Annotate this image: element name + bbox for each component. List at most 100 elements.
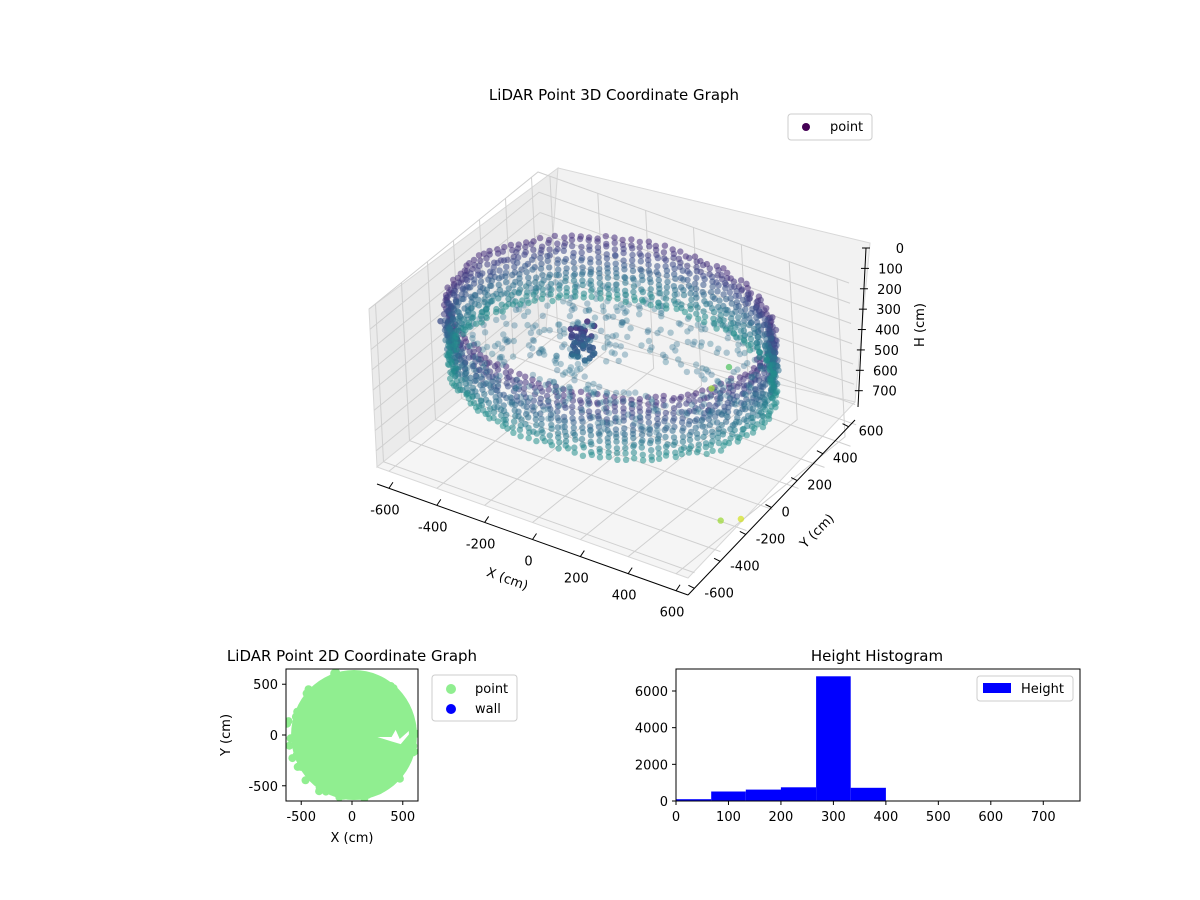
data-point bbox=[702, 326, 709, 333]
data-point bbox=[720, 384, 727, 391]
data-point bbox=[605, 313, 612, 320]
data-point bbox=[472, 353, 479, 361]
tick-mark-x bbox=[388, 481, 394, 489]
data-point bbox=[531, 384, 538, 392]
tick-label-x: -400 bbox=[418, 520, 448, 535]
data-point bbox=[539, 271, 546, 279]
data-point bbox=[530, 291, 537, 298]
data-point bbox=[538, 421, 545, 428]
data-point bbox=[488, 378, 495, 386]
data-point bbox=[751, 385, 759, 393]
data-point bbox=[737, 515, 745, 523]
data-point bbox=[517, 301, 524, 308]
data-point bbox=[622, 450, 629, 457]
data-point bbox=[545, 239, 552, 247]
data-point bbox=[693, 294, 700, 301]
data-point bbox=[584, 396, 591, 403]
data-point bbox=[703, 300, 710, 308]
data-point bbox=[529, 345, 536, 352]
chart-2d-legend-marker-wall bbox=[446, 704, 456, 714]
data-point bbox=[736, 350, 743, 358]
tick-label-z: 300 bbox=[876, 303, 901, 318]
data-point bbox=[483, 305, 490, 312]
data-point bbox=[713, 349, 721, 356]
data-point bbox=[603, 358, 610, 365]
data-point bbox=[629, 422, 637, 429]
data-point bbox=[549, 297, 556, 305]
data-point bbox=[522, 283, 530, 290]
data-point bbox=[463, 391, 470, 398]
data-point bbox=[312, 685, 321, 694]
data-point bbox=[619, 319, 627, 326]
data-point bbox=[446, 349, 453, 357]
data-point bbox=[706, 421, 713, 429]
data-point bbox=[524, 408, 531, 415]
data-point bbox=[577, 365, 584, 372]
data-point bbox=[554, 408, 561, 415]
data-point bbox=[646, 430, 653, 437]
data-point bbox=[652, 402, 659, 409]
data-point bbox=[515, 386, 523, 393]
data-point bbox=[600, 398, 607, 406]
data-point bbox=[455, 309, 462, 316]
data-point bbox=[684, 338, 692, 346]
tick-mark-y bbox=[688, 584, 695, 589]
data-point bbox=[286, 734, 295, 743]
data-point bbox=[562, 269, 570, 277]
data-point bbox=[703, 366, 710, 373]
tick-mark-x bbox=[484, 516, 490, 523]
tick-label-x: 500 bbox=[926, 810, 951, 825]
data-point bbox=[517, 422, 524, 429]
data-point bbox=[527, 352, 534, 359]
data-point bbox=[526, 383, 533, 390]
data-point bbox=[683, 411, 691, 418]
data-point bbox=[757, 362, 764, 370]
data-point bbox=[620, 409, 627, 416]
data-point bbox=[541, 437, 548, 445]
data-point bbox=[701, 313, 709, 320]
data-point bbox=[554, 366, 561, 374]
data-point bbox=[722, 326, 730, 333]
data-point bbox=[547, 411, 555, 418]
data-point bbox=[692, 280, 699, 287]
chart-3d-points bbox=[437, 232, 782, 524]
data-point bbox=[562, 277, 569, 285]
data-point bbox=[538, 415, 545, 423]
data-point bbox=[409, 748, 417, 757]
data-point bbox=[372, 677, 381, 686]
data-point bbox=[394, 765, 403, 774]
data-point bbox=[480, 363, 487, 371]
data-point bbox=[557, 360, 564, 368]
data-point bbox=[446, 344, 453, 351]
data-point bbox=[605, 443, 612, 450]
data-point bbox=[555, 417, 562, 424]
data-point bbox=[645, 419, 653, 426]
data-point bbox=[706, 265, 713, 272]
data-point bbox=[638, 431, 646, 438]
data-point bbox=[578, 243, 585, 251]
data-point bbox=[693, 361, 700, 368]
hist-bar bbox=[780, 787, 817, 802]
data-point bbox=[715, 345, 722, 352]
data-point bbox=[523, 403, 530, 410]
data-point bbox=[707, 441, 715, 449]
data-point bbox=[605, 453, 612, 460]
data-point bbox=[699, 261, 707, 269]
data-point bbox=[661, 242, 669, 249]
data-point bbox=[483, 286, 491, 293]
data-point bbox=[561, 330, 568, 337]
data-point bbox=[653, 422, 660, 430]
data-point bbox=[670, 441, 677, 449]
data-point bbox=[709, 273, 716, 281]
data-point bbox=[555, 387, 562, 394]
data-point bbox=[639, 288, 646, 296]
data-point bbox=[652, 393, 659, 400]
data-point bbox=[569, 409, 576, 416]
data-point bbox=[716, 317, 724, 324]
data-point bbox=[693, 258, 700, 265]
data-point bbox=[574, 320, 581, 328]
data-point bbox=[549, 410, 557, 417]
data-point bbox=[513, 249, 520, 256]
data-point bbox=[628, 396, 635, 403]
data-point bbox=[458, 295, 466, 303]
